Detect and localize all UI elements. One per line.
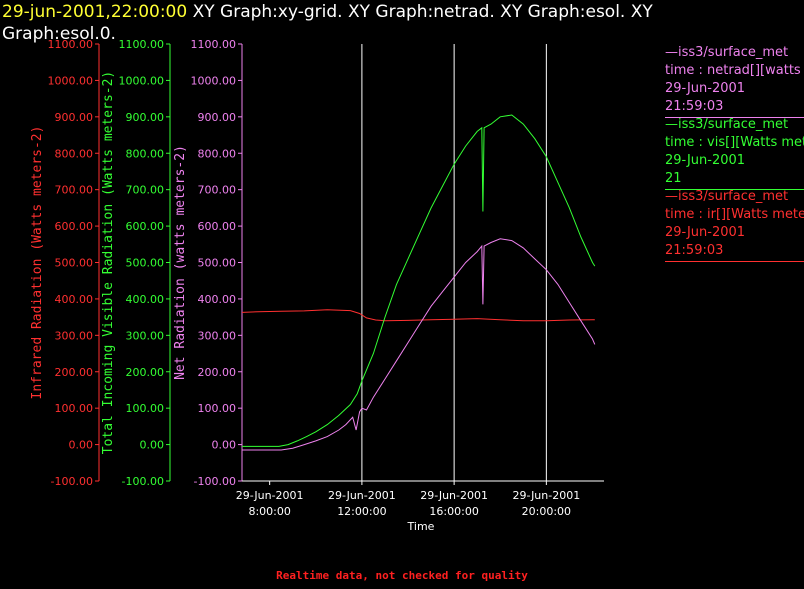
y-axis-ir: 1100.00 1000.00 900.00 800.00 700.00 600.00 50… <box>30 38 100 488</box>
y-tick-label: 0.00 <box>140 439 165 452</box>
y-tick-label: 600.00 <box>126 220 165 233</box>
y-tick-label: 1100.00 <box>191 38 237 51</box>
x-tick-label-date: 29-Jun-2001 <box>512 489 580 502</box>
x-axis: 29-Jun-2001 8:00:00 29-Jun-2001 12:00:00 29-… <box>236 480 604 533</box>
y-tick-label: -100.00 <box>122 475 164 488</box>
legend-line: —iss3/surface_met <box>665 45 789 60</box>
y-tick-label: 400.00 <box>198 293 237 306</box>
y-tick-label: 100.00 <box>55 402 94 415</box>
y-tick-label: 1000.00 <box>48 74 94 87</box>
y-tick-label: 400.00 <box>55 293 94 306</box>
y-axis-label-vis: Total Incoming Visible Radiation (Watts … <box>101 71 116 455</box>
y-tick-label: 1100.00 <box>119 38 165 51</box>
x-tick-label-time: 8:00:00 <box>248 505 290 518</box>
y-tick-label: 1100.00 <box>48 38 94 51</box>
x-axis-label: Time <box>407 520 435 533</box>
y-tick-label: 600.00 <box>55 220 94 233</box>
y-tick-label: 900.00 <box>198 111 237 124</box>
y-tick-label: 700.00 <box>55 184 94 197</box>
x-tick-label-date: 29-Jun-2001 <box>236 489 304 502</box>
legend-desc: time : netrad[][watts meters-2] <box>665 63 804 78</box>
y-tick-label: 900.00 <box>55 111 94 124</box>
x-tick-label-date: 29-Jun-2001 <box>328 489 396 502</box>
y-tick-label: 800.00 <box>55 147 94 160</box>
legend-time: 21:59:03 <box>665 243 724 258</box>
y-axis-label-net: Net Radiation (watts meters-2) <box>173 145 188 380</box>
graph-title: 29-jun-2001,22:00:00 XY Graph:xy-grid. X… <box>2 1 762 45</box>
y-tick-label: -100.00 <box>51 475 93 488</box>
quality-footer: Realtime data, not checked for quality <box>276 569 528 582</box>
y-tick-label: -100.00 <box>194 475 236 488</box>
legend-desc: time : ir[][Watts meters-2] <box>665 207 804 222</box>
y-tick-label: 1000.00 <box>191 74 237 87</box>
y-tick-label: 300.00 <box>126 329 165 342</box>
legend-date: 29-Jun-2001 <box>665 153 746 168</box>
legend-separator <box>665 261 804 262</box>
y-tick-label: 700.00 <box>126 184 165 197</box>
legend-separator <box>665 189 804 190</box>
series-line-net <box>242 238 596 451</box>
x-tick-label-time: 12:00:00 <box>337 505 386 518</box>
y-axis-label-ir: Infrared Radiation (Watts meters-2) <box>30 126 45 400</box>
series-line-vis <box>242 114 596 447</box>
graph-title-text: XY Graph:xy-grid. XY Graph:netrad. XY Gr… <box>2 2 653 44</box>
y-tick-label: 700.00 <box>198 184 237 197</box>
y-tick-label: 200.00 <box>55 366 94 379</box>
y-tick-label: 800.00 <box>126 147 165 160</box>
y-tick-label: 100.00 <box>198 402 237 415</box>
y-tick-label: 1000.00 <box>119 74 165 87</box>
y-tick-label: 0.00 <box>212 439 237 452</box>
y-tick-label: 600.00 <box>198 220 237 233</box>
y-tick-label: 800.00 <box>198 147 237 160</box>
y-axis-net: 1100.00 1000.00 900.00 800.00 700.00 600.00 50… <box>173 38 243 488</box>
legend-separator <box>665 117 804 118</box>
y-tick-label: 300.00 <box>55 329 94 342</box>
graph-timestamp: 29-jun-2001,22:00:00 <box>2 2 188 22</box>
y-tick-label: 500.00 <box>198 257 237 270</box>
y-tick-label: 300.00 <box>198 329 237 342</box>
legend-line: —iss3/surface_met <box>665 117 789 132</box>
x-tick-label-time: 20:00:00 <box>522 505 571 518</box>
x-tick-label-date: 29-Jun-2001 <box>420 489 488 502</box>
y-tick-label: 500.00 <box>126 257 165 270</box>
y-tick-label: 0.00 <box>69 439 94 452</box>
y-tick-label: 400.00 <box>126 293 165 306</box>
legend-desc: time : vis[][Watts meters-2] <box>665 135 804 150</box>
legend-time: 21 <box>665 171 682 186</box>
y-tick-label: 200.00 <box>126 366 165 379</box>
legend-time: 21:59:03 <box>665 99 724 114</box>
y-tick-label: 500.00 <box>55 257 94 270</box>
legend-date: 29-Jun-2001 <box>665 81 746 96</box>
legend-line: —iss3/surface_met <box>665 189 789 204</box>
x-tick-label-time: 16:00:00 <box>429 505 478 518</box>
series-line-ir <box>241 309 595 322</box>
y-tick-label: 900.00 <box>126 111 165 124</box>
y-axis-vis: 1100.00 1000.00 900.00 800.00 700.00 600.00 50… <box>101 38 171 488</box>
y-tick-label: 200.00 <box>198 366 237 379</box>
legend-date: 29-Jun-2001 <box>665 225 746 240</box>
y-tick-label: 100.00 <box>126 402 165 415</box>
